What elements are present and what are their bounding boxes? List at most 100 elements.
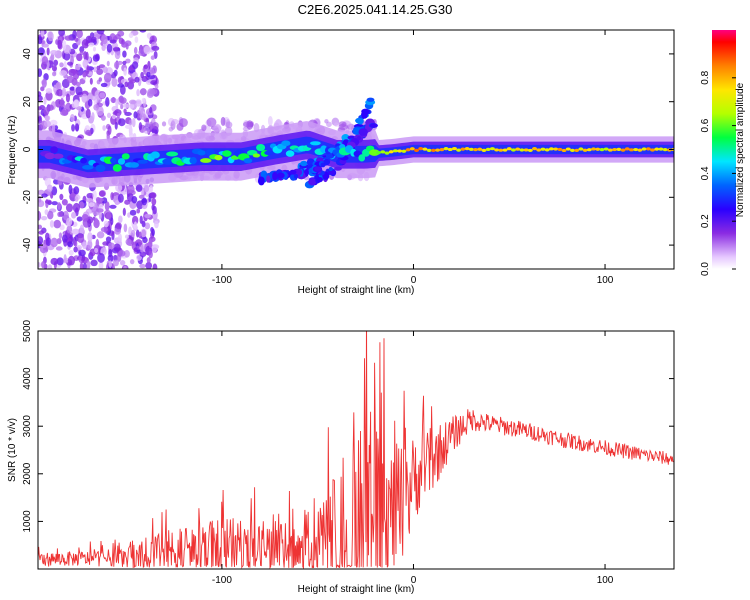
ridge-cell	[110, 157, 117, 164]
speckle-cell	[87, 98, 93, 107]
speckle-cell	[117, 83, 125, 88]
ridge-cell	[641, 147, 647, 151]
speckle-cell	[118, 215, 123, 224]
ridge-cell	[616, 147, 622, 151]
speckle-cell	[123, 265, 127, 269]
speckle-cell	[122, 207, 126, 217]
ridge-cell	[536, 148, 542, 152]
speckle-cell	[81, 93, 88, 103]
speckle-cell	[91, 111, 95, 122]
speckle-cell	[51, 65, 58, 72]
x-tick-label: 0	[411, 275, 417, 286]
speckle-cell	[110, 217, 114, 226]
speckle-cell	[133, 221, 138, 230]
ridge-cell	[515, 147, 521, 151]
speckle-cell	[124, 234, 130, 239]
ridge-cell	[557, 147, 563, 152]
speckle-cell	[71, 228, 80, 235]
ridge-cell	[498, 148, 504, 152]
speckle-cell	[102, 125, 106, 131]
speckle-cell	[73, 81, 81, 87]
ridge-cell	[569, 148, 575, 153]
speckle-cell	[145, 261, 153, 269]
ridge-cell	[586, 148, 592, 152]
speckle-cell	[40, 215, 48, 221]
branch-cell	[356, 118, 364, 125]
speckle-cell	[128, 119, 133, 127]
speckle-cell	[39, 243, 47, 248]
speckle-cell	[141, 97, 146, 104]
speckle-cell	[93, 104, 100, 111]
speckle-cell	[96, 231, 105, 239]
ridge-cell	[506, 147, 512, 151]
ridge-cell	[205, 149, 216, 156]
speckle-cell	[82, 59, 89, 68]
speckle-cell	[143, 45, 151, 55]
speckle-cell	[86, 92, 94, 102]
speckle-cell	[87, 239, 93, 250]
speckle-cell	[118, 118, 126, 127]
speckle-cell	[149, 121, 154, 131]
speckle-cell	[149, 192, 157, 199]
speckle-cell	[151, 204, 155, 211]
speckle-cell	[150, 227, 154, 233]
colorbar-gradient	[712, 30, 736, 269]
ridge-cell	[612, 147, 618, 152]
snr-plot-area	[38, 331, 674, 569]
speckle-cell	[103, 220, 109, 228]
speckle-cell	[81, 213, 89, 222]
speckle-cell	[72, 202, 80, 213]
x-tick-label: 100	[597, 575, 614, 586]
speckle-cell	[120, 97, 127, 104]
speckle-cell	[41, 78, 47, 88]
speckle-cell	[95, 196, 101, 203]
speckle-cell	[129, 79, 136, 84]
ridge-cell	[53, 153, 64, 159]
speckle-cell	[92, 46, 97, 52]
speckle-cell	[105, 212, 112, 220]
y-tick-label: 4000	[22, 367, 33, 390]
speckle-cell	[105, 236, 112, 243]
ridge-cell	[121, 153, 130, 160]
speckle-cell	[56, 257, 64, 266]
speckle-cell	[76, 216, 83, 222]
speckle-cell	[136, 89, 140, 97]
branch-cell	[293, 173, 299, 179]
colorbar-tick-label: 0.4	[700, 166, 711, 180]
speckle-cell	[65, 93, 71, 103]
speckle-cell	[90, 259, 98, 267]
speckle-cell	[115, 98, 119, 109]
speckle-cell	[51, 124, 56, 133]
speckle-cell	[38, 262, 41, 268]
speckle-cell	[106, 112, 112, 118]
speckle-cell	[56, 88, 64, 97]
speckle-cell	[112, 47, 121, 52]
branch-cell	[356, 136, 362, 141]
speckle-cell	[61, 234, 68, 243]
speckle-cell	[99, 92, 106, 99]
speckle-cell	[138, 231, 142, 239]
ridge-cell	[243, 157, 253, 164]
speckle-cell	[109, 204, 117, 209]
ridge-cell	[439, 147, 445, 152]
speckle-cell	[55, 246, 63, 251]
branch-cell	[266, 175, 271, 183]
colorbar-ticks: 0.0 0.2 0.4 0.6 0.8	[700, 70, 736, 276]
ridge-cell	[574, 148, 580, 152]
speckle-cell	[243, 121, 253, 128]
ridge-cell	[112, 164, 122, 172]
speckle-cell	[66, 217, 73, 227]
speckle-cell	[114, 200, 119, 206]
speckle-cell	[86, 64, 90, 75]
ridge-cell	[603, 147, 609, 151]
branch-cell	[304, 168, 309, 177]
speckle-cell	[58, 232, 63, 239]
speckle-cell	[73, 246, 78, 253]
ridge-cell	[591, 147, 597, 151]
speckle-cell	[220, 116, 226, 127]
speckle-cell	[78, 201, 85, 209]
ridge-cell	[414, 148, 420, 153]
ridge-cell	[358, 154, 366, 162]
ridge-cell	[82, 164, 94, 170]
speckle-cell	[74, 37, 79, 42]
